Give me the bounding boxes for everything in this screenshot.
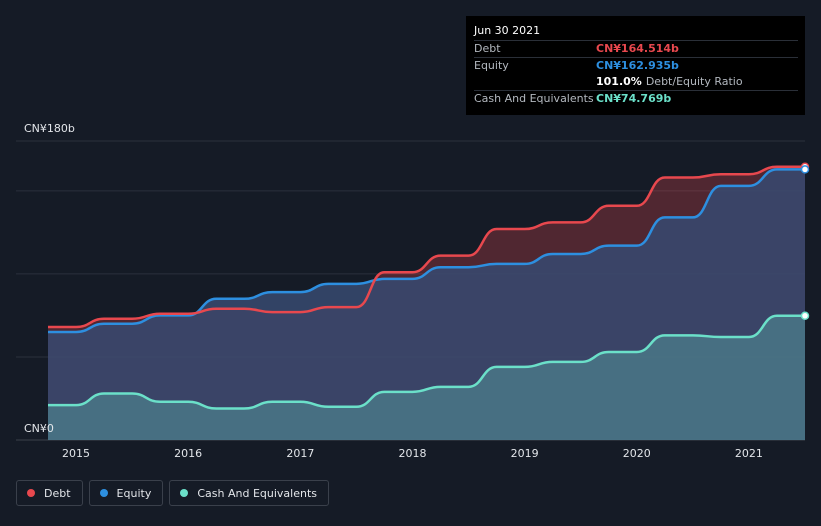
equity-area <box>48 169 805 440</box>
tooltip-equity-row: Equity CN¥162.935b <box>474 57 798 74</box>
x-tick-label-2016: 2016 <box>174 447 202 460</box>
legend: Debt Equity Cash And Equivalents <box>16 480 329 506</box>
tooltip-ratio-value: 101.0% <box>596 75 642 88</box>
tooltip-debt-row: Debt CN¥164.514b <box>474 40 798 57</box>
legend-item-cash[interactable]: Cash And Equivalents <box>169 480 329 506</box>
legend-cash-dot <box>180 489 189 497</box>
legend-item-equity[interactable]: Equity <box>88 480 164 506</box>
cash-line <box>48 314 805 410</box>
tooltip-equity-label: Equity <box>474 59 509 72</box>
equity-end-marker <box>800 165 810 174</box>
cash-end-marker <box>800 311 810 320</box>
tooltip-equity-value: CN¥162.935b <box>596 59 679 72</box>
x-tick-label-2015: 2015 <box>62 447 90 460</box>
x-tick-label-2018: 2018 <box>398 447 426 460</box>
x-tick-label-2019: 2019 <box>511 447 539 460</box>
tooltip-cash-label: Cash And Equivalents <box>474 92 594 105</box>
debt-line <box>47 165 805 329</box>
x-tick-label-2017: 2017 <box>286 447 314 460</box>
equity-line <box>47 168 805 334</box>
legend-item-debt[interactable]: Debt <box>16 480 83 506</box>
tooltip-debt-label: Debt <box>474 42 501 55</box>
legend-debt-label: Debt <box>44 486 71 500</box>
tooltip-date: Jun 30 2021 <box>474 24 541 37</box>
tooltip-debt-value: CN¥164.514b <box>596 42 679 55</box>
y-axis-bottom-label: CN¥0 <box>24 422 54 435</box>
tooltip-cash-value: CN¥74.769b <box>596 92 672 105</box>
tooltip-cash-row: Cash And Equivalents CN¥74.769b <box>474 90 798 107</box>
tooltip-ratio-row: 101.0% Debt/Equity Ratio <box>474 74 798 90</box>
tooltip-ratio-label: Debt/Equity Ratio <box>645 75 743 88</box>
legend-equity-label: Equity <box>116 486 152 500</box>
legend-equity-dot <box>99 489 108 497</box>
x-tick-label-2021: 2021 <box>735 447 763 460</box>
legend-debt-dot <box>27 489 35 497</box>
equity-area-tint <box>48 169 805 440</box>
y-axis-top-label: CN¥180b <box>24 122 75 135</box>
x-tick-label-2020: 2020 <box>623 447 651 460</box>
tooltip-panel: Jun 30 2021 Debt CN¥164.514b Equity CN¥1… <box>466 16 805 115</box>
legend-cash-label: Cash And Equivalents <box>197 486 317 500</box>
